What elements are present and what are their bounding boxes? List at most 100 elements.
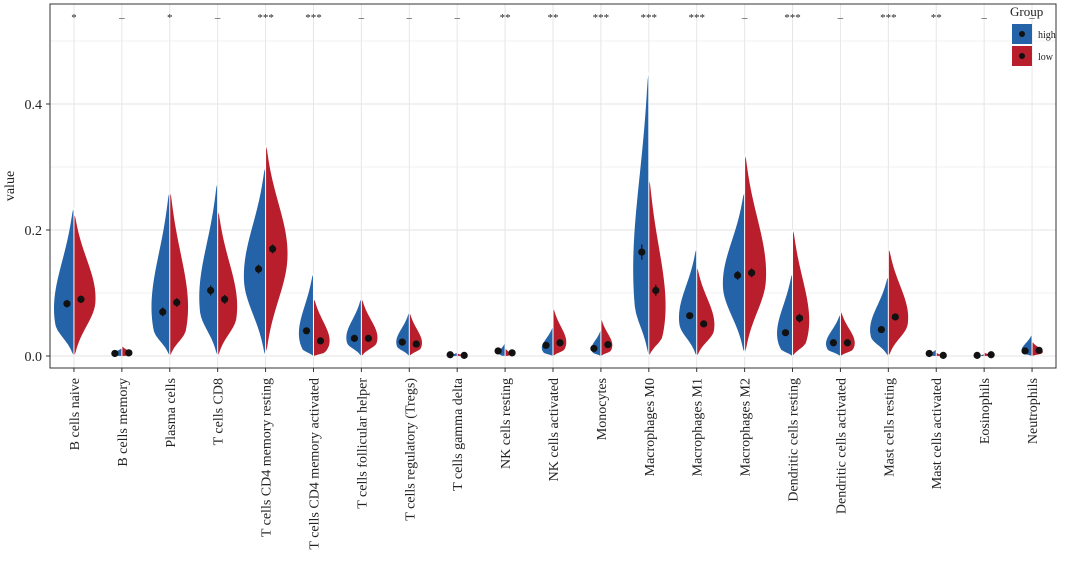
x-tick-label-mast-cells-activated: Mast cells activated xyxy=(930,378,945,489)
violin-high-macrophages-m2 xyxy=(722,192,745,353)
x-tick-label-t-cells-gamma-delta: T cells gamma delta xyxy=(451,377,466,491)
mean-point-high-macrophages-m0 xyxy=(638,248,646,256)
violin-low-t-cells-cd8 xyxy=(217,211,238,356)
legend-label-high: high xyxy=(1038,30,1056,41)
mean-point-high-neutrophils xyxy=(1021,347,1029,355)
mean-point-low-b-cells-memory xyxy=(125,349,133,357)
mean-point-low-t-cells-cd4-memory-resting xyxy=(268,245,277,253)
sig-label-macrophages-m2: – xyxy=(741,12,748,24)
mean-point-low-t-cells-cd4-memory-activated xyxy=(316,337,325,345)
x-tick-label-macrophages-m1: Macrophages M1 xyxy=(691,378,706,476)
violin-high-dendritic-cells-resting xyxy=(777,274,793,356)
violin-low-t-cells-follicular-helper xyxy=(361,299,378,356)
x-tick-label-t-cells-cd4-memory-activated: T cells CD4 memory activated xyxy=(307,378,322,550)
mean-point-high-monocytes xyxy=(590,344,598,353)
mean-point-low-t-cells-follicular-helper xyxy=(364,334,372,342)
violins-layer xyxy=(53,72,1043,356)
legend: Group high low xyxy=(1010,4,1056,66)
sig-label-b-cells-naive: * xyxy=(71,12,77,24)
violin-high-macrophages-m0 xyxy=(633,72,649,356)
violin-high-t-cells-cd4-memory-resting xyxy=(243,167,266,356)
x-axis: B cells naive B cells memory Plasma cells T… xyxy=(68,368,1041,550)
mean-point-low-macrophages-m0 xyxy=(652,286,660,295)
violin-low-mast-cells-activated xyxy=(936,352,941,356)
violin-low-t-cells-regulatory-tregs xyxy=(409,313,422,356)
sig-label-t-cells-regulatory-tregs: – xyxy=(406,12,413,24)
mean-point-low-nk-cells-activated xyxy=(556,339,564,347)
violin-high-b-cells-naive xyxy=(53,207,74,356)
legend-title: Group xyxy=(1010,4,1043,19)
x-tick-label-nk-cells-resting: NK cells resting xyxy=(499,378,514,469)
legend-key-high-point xyxy=(1019,31,1025,37)
mean-point-high-t-cells-cd4-memory-resting xyxy=(254,265,263,273)
sig-label-t-cells-follicular-helper: – xyxy=(358,12,365,24)
violin-low-b-cells-naive xyxy=(73,214,96,356)
sig-label-neutrophils: – xyxy=(1028,12,1035,24)
mean-point-high-nk-cells-resting xyxy=(494,347,502,355)
x-tick-label-monocytes: Monocytes xyxy=(595,378,610,440)
violin-high-eosinophils xyxy=(980,354,985,356)
violin-high-t-cells-cd4-memory-activated xyxy=(298,274,314,356)
mean-point-low-macrophages-m1 xyxy=(700,320,708,328)
violin-low-dendritic-cells-resting xyxy=(792,230,810,356)
mean-point-high-macrophages-m2 xyxy=(734,271,742,279)
mean-point-high-t-cells-cd8 xyxy=(207,286,215,295)
mean-point-high-b-cells-naive xyxy=(63,300,71,308)
mean-point-high-mast-cells-activated xyxy=(925,349,933,358)
sig-label-b-cells-memory: – xyxy=(118,12,125,24)
sig-label-t-cells-cd4-memory-resting: *** xyxy=(257,12,274,24)
violin-high-mast-cells-resting xyxy=(870,277,889,356)
violin-high-macrophages-m1 xyxy=(678,248,697,356)
sig-label-dendritic-cells-activated: – xyxy=(837,12,844,24)
violin-low-nk-cells-activated xyxy=(553,308,567,356)
violin-low-t-cells-cd4-memory-resting xyxy=(265,144,288,353)
x-tick-label-b-cells-naive: B cells naive xyxy=(68,378,83,450)
mean-point-low-eosinophils xyxy=(987,351,995,359)
violin-low-monocytes xyxy=(600,319,613,356)
x-tick-label-plasma-cells: Plasma cells xyxy=(164,378,179,448)
violin-high-monocytes xyxy=(591,330,601,356)
mean-point-low-macrophages-m2 xyxy=(748,269,756,277)
mean-point-low-nk-cells-resting xyxy=(508,349,516,357)
significance-labels: * – * – *** *** – – – ** ** *** *** *** – *** – *** ** – – xyxy=(71,12,1035,24)
sig-label-t-cells-cd4-memory-activated: *** xyxy=(305,12,322,24)
x-tick-label-t-cells-cd4-memory-resting: T cells CD4 memory resting xyxy=(260,378,275,537)
sig-label-monocytes: *** xyxy=(593,12,610,24)
sig-label-t-cells-gamma-delta: – xyxy=(453,12,460,24)
legend-label-low: low xyxy=(1038,52,1054,63)
y-axis: 0.0 0.2 0.4 xyxy=(25,98,50,365)
mean-points-layer xyxy=(63,244,1043,359)
violin-high-nk-cells-activated xyxy=(541,327,553,356)
mean-point-low-t-cells-cd8 xyxy=(221,295,229,303)
x-tick-label-neutrophils: Neutrophils xyxy=(1026,378,1041,444)
mean-point-low-dendritic-cells-resting xyxy=(795,314,804,322)
x-tick-label-b-cells-memory: B cells memory xyxy=(116,378,131,467)
mean-point-low-t-cells-regulatory-tregs xyxy=(412,340,420,348)
x-tick-label-eosinophils: Eosinophils xyxy=(978,378,993,444)
mean-point-low-t-cells-gamma-delta xyxy=(460,351,468,359)
violin-low-macrophages-m1 xyxy=(696,267,715,356)
mean-point-low-b-cells-naive xyxy=(77,295,85,303)
x-tick-label-t-cells-cd8: T cells CD8 xyxy=(212,378,227,445)
grid-lines xyxy=(50,4,1056,368)
mean-point-low-dendritic-cells-activated xyxy=(843,339,852,347)
violin-low-macrophages-m0 xyxy=(648,179,666,356)
violin-low-t-cells-cd4-memory-activated xyxy=(313,299,330,356)
mean-point-high-t-cells-follicular-helper xyxy=(350,334,358,342)
violin-low-macrophages-m2 xyxy=(744,154,767,353)
legend-key-low-point xyxy=(1019,53,1025,59)
mean-point-low-neutrophils xyxy=(1035,346,1043,354)
sig-label-eosinophils: – xyxy=(980,12,987,24)
x-tick-label-macrophages-m2: Macrophages M2 xyxy=(739,378,754,476)
x-tick-label-t-cells-follicular-helper: T cells follicular helper xyxy=(355,378,370,509)
sig-label-mast-cells-activated: ** xyxy=(931,12,942,24)
violin-low-mast-cells-resting xyxy=(888,248,909,356)
sig-label-macrophages-m0: *** xyxy=(641,12,658,24)
mean-point-high-dendritic-cells-activated xyxy=(829,339,838,347)
mean-point-high-mast-cells-resting xyxy=(877,325,885,334)
mean-point-low-plasma-cells xyxy=(173,298,181,307)
mean-point-high-macrophages-m1 xyxy=(686,312,694,320)
x-tick-label-dendritic-cells-activated: Dendritic cells activated xyxy=(834,378,849,514)
sig-label-plasma-cells: * xyxy=(167,12,173,24)
